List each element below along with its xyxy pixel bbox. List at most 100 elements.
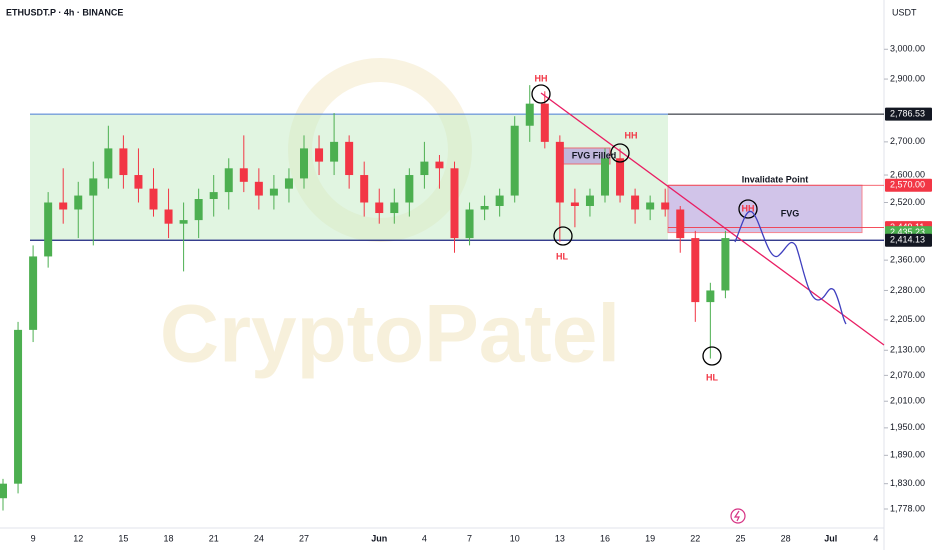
candle-body xyxy=(44,202,53,257)
candle-body xyxy=(224,168,233,193)
y-tick-label: 1,950.00 xyxy=(890,422,925,432)
x-tick-label: Jun xyxy=(371,533,387,543)
pivot-circle xyxy=(738,199,758,219)
x-tick-label: 9 xyxy=(31,533,36,543)
x-tick-label: 28 xyxy=(781,533,791,543)
x-tick-label: 10 xyxy=(510,533,520,543)
candle-body xyxy=(601,158,609,196)
x-tick-label: 4 xyxy=(422,533,427,543)
y-tick-label: 2,700.00 xyxy=(890,136,925,146)
candle-body xyxy=(29,256,38,330)
fvg-zone xyxy=(667,184,863,234)
pivot-circle xyxy=(610,143,630,163)
y-tick-label: 2,130.00 xyxy=(890,345,925,355)
candle-body xyxy=(59,202,68,210)
y-tick-label: 2,520.00 xyxy=(890,197,925,207)
candle-body xyxy=(375,202,384,214)
trend-line xyxy=(540,92,885,346)
annotation: FVG Filled xyxy=(572,150,617,160)
candle-body xyxy=(616,158,625,196)
candle-body xyxy=(405,175,414,203)
candle-body xyxy=(540,103,549,142)
candle-body xyxy=(149,188,158,210)
candle-body xyxy=(284,178,293,189)
candle-body xyxy=(345,141,354,176)
candle-body xyxy=(0,483,7,499)
x-tick-label: 24 xyxy=(254,533,264,543)
candle-body xyxy=(525,103,534,126)
x-tick-label: 12 xyxy=(73,533,83,543)
y-tick-label: 2,070.00 xyxy=(890,370,925,380)
candle-body xyxy=(254,181,263,196)
candle-body xyxy=(74,195,83,210)
annotation: HH xyxy=(625,130,638,140)
annotation: HL xyxy=(556,251,568,261)
y-tick-label: 2,205.00 xyxy=(890,314,925,324)
candle-body xyxy=(14,329,23,484)
candle-body xyxy=(661,202,670,210)
annotation: HL xyxy=(706,372,718,382)
annotation: Invalidate Point xyxy=(742,174,809,184)
candle-body xyxy=(646,202,655,210)
pivot-circle xyxy=(553,226,573,246)
candle-body xyxy=(119,148,128,176)
level-label: 2,435.23 xyxy=(890,227,925,237)
candle-body xyxy=(420,161,429,176)
y-tick-label: 2,280.00 xyxy=(890,285,925,295)
x-tick-label: 18 xyxy=(164,533,174,543)
alert-icon xyxy=(730,508,746,524)
pivot-circle xyxy=(702,346,722,366)
projection-path xyxy=(734,210,847,325)
x-tick-label: 19 xyxy=(645,533,655,543)
level-label: 2,570.00 xyxy=(890,180,925,190)
x-tick-label: 21 xyxy=(209,533,219,543)
candle-body xyxy=(631,195,640,210)
level-label-bg xyxy=(885,178,932,192)
x-tick-label: 27 xyxy=(299,533,309,543)
level-label-bg xyxy=(885,233,932,247)
x-tick-label: Jul xyxy=(824,533,837,543)
candle-body xyxy=(134,175,143,189)
candle-body xyxy=(585,195,594,206)
candle-body xyxy=(239,168,248,182)
annotation: HH xyxy=(742,203,755,213)
candle-body xyxy=(89,178,98,196)
x-tick-label: 25 xyxy=(735,533,745,543)
x-tick-label: 15 xyxy=(118,533,128,543)
x-tick-label: 7 xyxy=(467,533,472,543)
candle-body xyxy=(194,199,203,221)
y-tick-label: 1,778.00 xyxy=(890,503,925,513)
plot: 1,778.00 1,830.00 1,890.00 1,950.00 2,010.00… xyxy=(0,44,932,543)
candle-body xyxy=(465,209,474,239)
chart-title: ETHUSDT.P · 4h · BINANCE xyxy=(6,7,123,17)
annotation: HH xyxy=(535,73,548,83)
y-tick-label: 3,000.00 xyxy=(890,44,925,54)
candle-body xyxy=(435,161,444,169)
candle-body xyxy=(269,188,278,196)
y-tick-label: 1,830.00 xyxy=(890,478,925,488)
candle-body xyxy=(691,238,700,303)
candle-body xyxy=(209,192,218,200)
x-tick-label: 13 xyxy=(555,533,565,543)
candle-body xyxy=(480,205,489,210)
candle-body xyxy=(450,168,459,239)
x-tick-label: 16 xyxy=(600,533,610,543)
candle-body xyxy=(179,220,188,224)
y-tick-label: 2,900.00 xyxy=(890,73,925,83)
y-tick-label: 2,600.00 xyxy=(890,169,925,179)
candle-body xyxy=(510,125,519,196)
pivot-circle xyxy=(531,84,551,104)
alert-bolt xyxy=(733,510,740,522)
watermark: CryptoPatel xyxy=(160,289,620,380)
candle-body xyxy=(300,148,308,179)
candle-body xyxy=(570,202,579,206)
candle-body xyxy=(495,195,504,206)
candle-body xyxy=(330,141,339,162)
candle-body xyxy=(721,238,730,291)
candle-body xyxy=(104,148,113,179)
y-tick-label: 2,010.00 xyxy=(890,396,925,406)
candle-body xyxy=(390,202,399,214)
candle-body xyxy=(555,141,564,203)
candle-body xyxy=(164,209,173,224)
